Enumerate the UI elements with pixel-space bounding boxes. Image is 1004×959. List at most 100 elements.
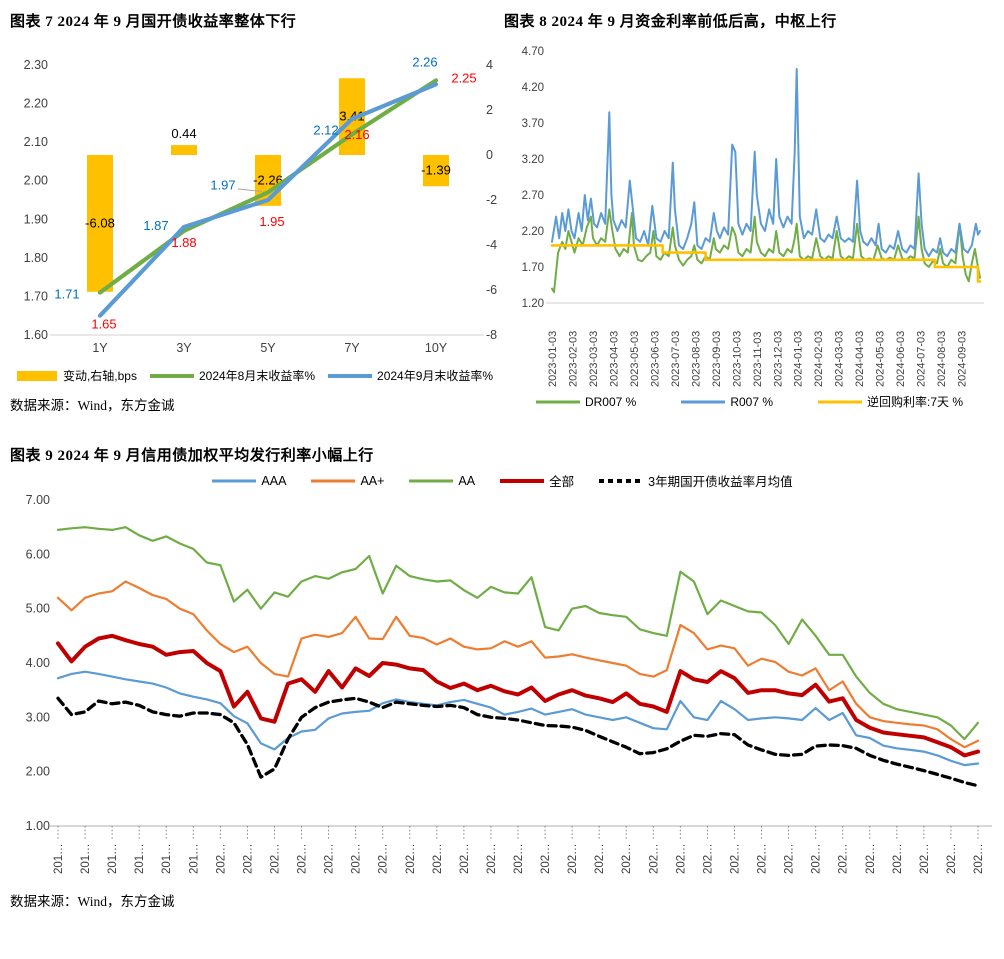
svg-text:202…: 202… (946, 843, 958, 874)
aaa-swatch-icon (212, 479, 257, 482)
svg-text:2024-01-03: 2024-01-03 (793, 331, 805, 387)
figure8-chart: 4.70 4.20 3.70 3.20 2.70 2.20 1.70 1.20 2023-01-… (522, 46, 984, 387)
svg-text:2.16: 2.16 (344, 127, 369, 142)
svg-text:202…: 202… (648, 843, 660, 874)
svg-text:1.88: 1.88 (171, 235, 196, 250)
svg-text:1.97: 1.97 (210, 177, 235, 192)
legend-label: AAA (261, 473, 287, 488)
legend-item-r007: R007 % (680, 395, 773, 409)
legend-item-aa-plus: AA+ (310, 474, 384, 488)
svg-text:2.20: 2.20 (522, 226, 544, 238)
svg-text:1.80: 1.80 (24, 251, 48, 265)
svg-text:202…: 202… (621, 843, 633, 874)
svg-text:202…: 202… (270, 843, 282, 874)
figure7-source: 数据来源：Wind，东方金诚 (10, 398, 175, 413)
svg-text:202…: 202… (757, 843, 769, 874)
svg-text:201…: 201… (107, 843, 119, 874)
svg-text:-6.08: -6.08 (85, 215, 115, 230)
all-swatch-icon (500, 478, 545, 483)
svg-text:202…: 202… (973, 843, 985, 874)
svg-text:202…: 202… (811, 843, 823, 874)
report-page: 图表 7 2024 年 9 月国开债收益率整体下行 2.30 2.20 2.10 2.… (8, 6, 996, 909)
svg-text:202…: 202… (865, 843, 877, 874)
svg-text:2023-01-03: 2023-01-03 (547, 331, 559, 387)
svg-text:2024-05-03: 2024-05-03 (875, 331, 887, 387)
legend-label: 逆回购利率:7天 % (867, 395, 964, 409)
svg-text:4.00: 4.00 (26, 656, 50, 670)
svg-text:202…: 202… (351, 843, 363, 874)
legend-label: R007 % (730, 394, 774, 409)
legend-item-dr007: DR007 % (535, 395, 636, 409)
svg-text:5.00: 5.00 (26, 602, 50, 616)
legend-label: 变动,右轴,bps (62, 369, 137, 383)
svg-text:2.30: 2.30 (24, 58, 48, 72)
svg-text:2023-06-03: 2023-06-03 (649, 331, 661, 387)
aug-yield-swatch-icon (149, 373, 194, 378)
svg-text:1.65: 1.65 (91, 317, 116, 332)
svg-text:2: 2 (486, 103, 493, 117)
svg-text:3.20: 3.20 (522, 154, 544, 166)
svg-text:7Y: 7Y (344, 341, 360, 355)
svg-text:1.20: 1.20 (522, 298, 544, 310)
svg-text:201…: 201… (53, 843, 65, 874)
svg-text:1.70: 1.70 (24, 289, 48, 303)
svg-text:2023-12-03: 2023-12-03 (772, 331, 784, 387)
svg-text:-4: -4 (486, 238, 497, 252)
svg-text:202…: 202… (378, 843, 390, 874)
legend-label: 3年期国开债收益率月均值 (648, 475, 793, 489)
svg-text:202…: 202… (324, 843, 336, 874)
svg-text:1.87: 1.87 (143, 218, 168, 233)
figure9-source: 数据来源：Wind，东方金诚 (10, 894, 175, 909)
svg-text:4: 4 (486, 58, 493, 72)
legend-item-cdb3y-avg: 3年期国开债收益率月均值 (598, 471, 793, 490)
svg-text:2023-09-03: 2023-09-03 (711, 331, 723, 387)
legend-item-aug-yield: 2024年8月末收益率% (149, 367, 315, 384)
svg-text:2023-11-03: 2023-11-03 (752, 332, 764, 387)
figure7: 图表 7 2024 年 9 月国开债收益率整体下行 2.30 2.20 2.10 2.… (8, 6, 502, 414)
svg-text:201…: 201… (188, 843, 200, 874)
svg-text:202…: 202… (919, 843, 931, 874)
svg-text:-8: -8 (486, 328, 497, 342)
legend-item-sep-yield: 2024年9月末收益率% (327, 367, 493, 384)
sep-yield-swatch-icon (328, 373, 373, 378)
figure9-legend: AAA AA+ AA 全部 3年期国开债收益率月均值 (8, 471, 996, 490)
svg-text:6.00: 6.00 (26, 547, 50, 561)
svg-text:201…: 201… (134, 843, 146, 874)
svg-text:2023-03-03: 2023-03-03 (588, 331, 600, 387)
legend-item-omo7d: 逆回购利率:7天 % (817, 393, 963, 410)
dr007-swatch-icon (535, 400, 580, 403)
svg-text:1Y: 1Y (92, 341, 108, 355)
svg-text:2023-04-03: 2023-04-03 (608, 331, 620, 387)
svg-text:202…: 202… (215, 843, 227, 874)
svg-text:2024-08-03: 2024-08-03 (936, 331, 948, 387)
figure7-title: 图表 7 2024 年 9 月国开债收益率整体下行 (10, 14, 297, 30)
svg-text:202…: 202… (540, 843, 552, 874)
svg-text:2023-05-03: 2023-05-03 (629, 331, 641, 387)
svg-text:2024-04-03: 2024-04-03 (854, 331, 866, 387)
svg-text:2024-02-03: 2024-02-03 (813, 331, 825, 387)
svg-text:3Y: 3Y (176, 341, 192, 355)
figure7-legend: 变动,右轴,bps 2024年8月末收益率% 2024年9月末收益率% (8, 367, 502, 384)
svg-text:202…: 202… (567, 843, 579, 874)
svg-text:10Y: 10Y (425, 341, 448, 355)
svg-text:4.70: 4.70 (522, 46, 544, 58)
svg-text:202…: 202… (459, 843, 471, 874)
svg-text:0.44: 0.44 (171, 126, 196, 141)
legend-label: DR007 % (584, 394, 637, 409)
svg-text:1.70: 1.70 (522, 262, 544, 274)
aa-plus-swatch-icon (311, 479, 356, 482)
legend-item-aaa: AAA (211, 474, 286, 488)
svg-text:202…: 202… (297, 843, 309, 874)
legend-label: AA (458, 473, 476, 488)
svg-text:2023-10-03: 2023-10-03 (731, 331, 743, 387)
svg-text:1.71: 1.71 (54, 287, 79, 302)
svg-text:1.95: 1.95 (259, 214, 284, 229)
svg-text:4.20: 4.20 (522, 82, 544, 94)
svg-text:2.70: 2.70 (522, 190, 544, 202)
svg-text:2.10: 2.10 (24, 135, 48, 149)
svg-text:2023-07-03: 2023-07-03 (670, 331, 682, 387)
figure8-title: 图表 8 2024 年 9 月资金利率前低后高，中枢上行 (504, 14, 837, 30)
svg-text:202…: 202… (784, 843, 796, 874)
figure9-title: 图表 9 2024 年 9 月信用债加权平均发行利率小幅上行 (10, 448, 374, 464)
svg-text:202…: 202… (675, 843, 687, 874)
